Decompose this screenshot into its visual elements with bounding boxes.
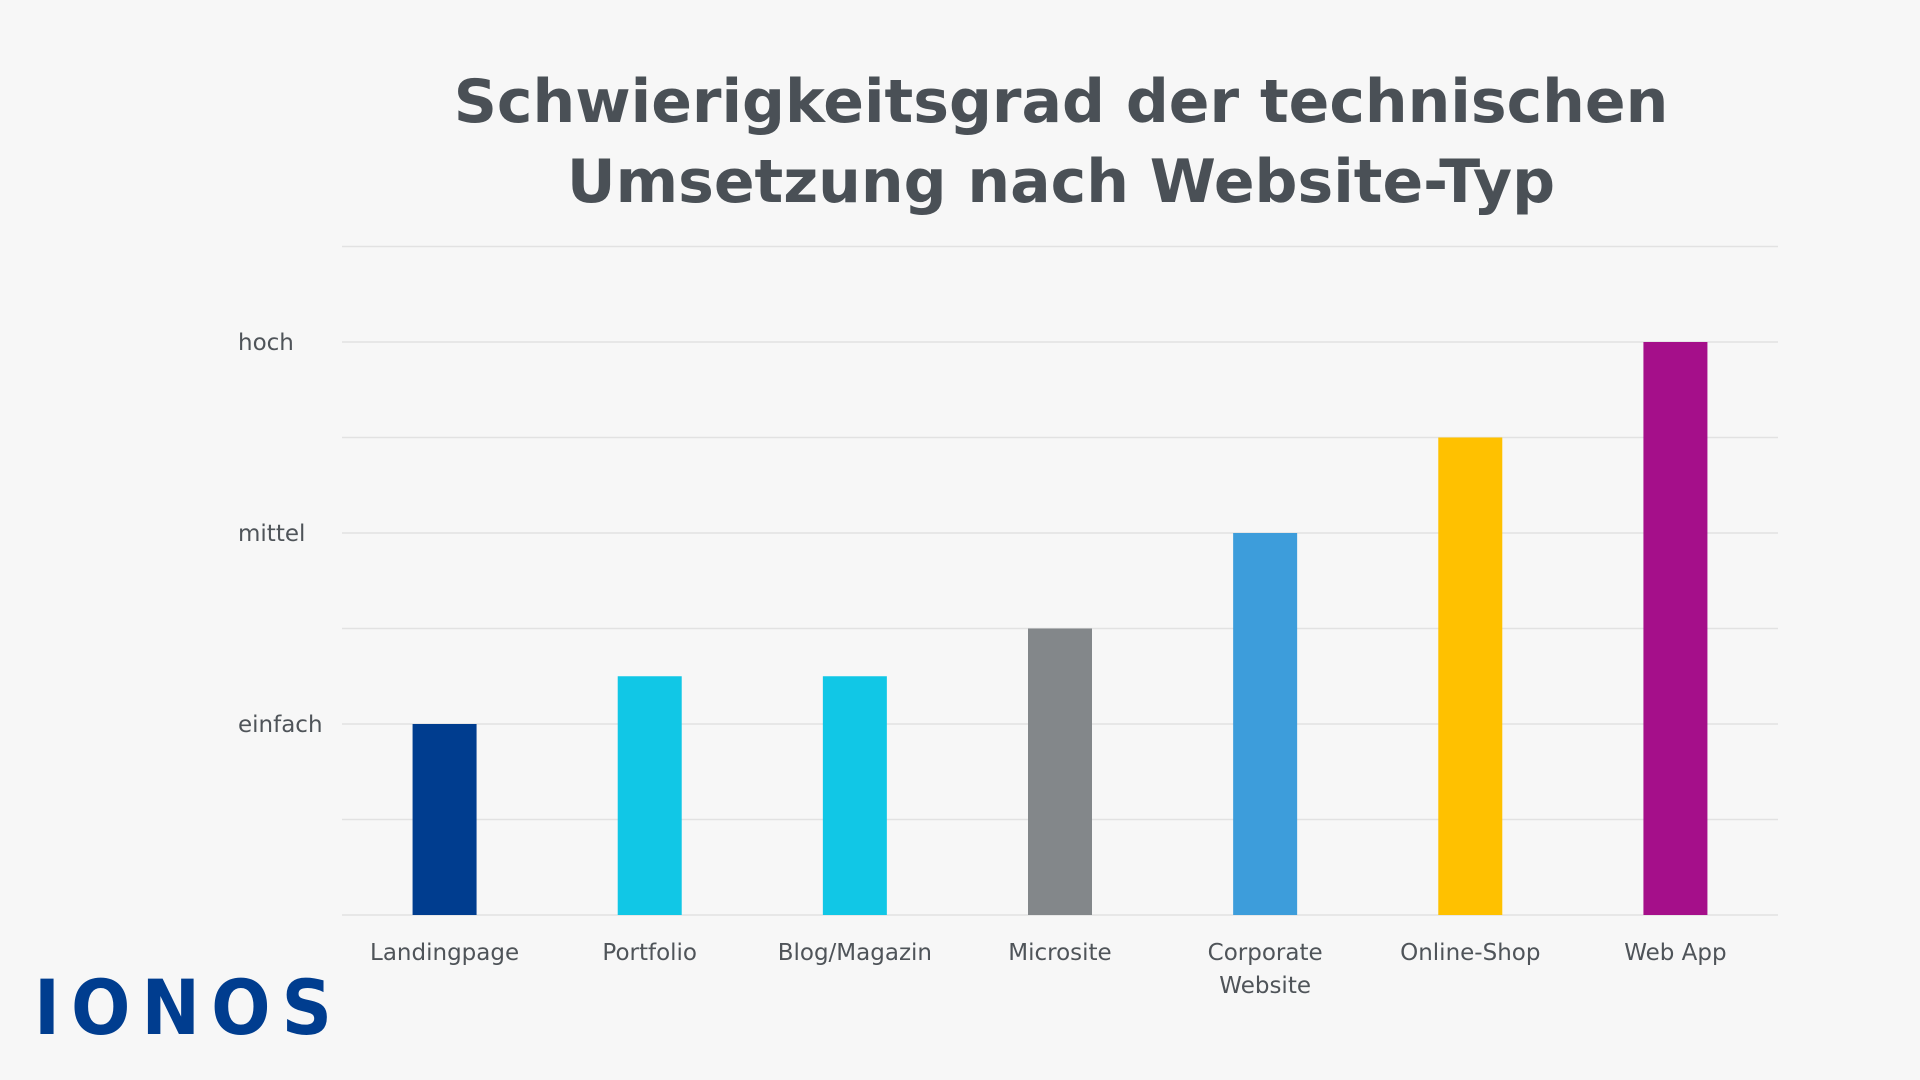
chart-title: Schwierigkeitsgrad der technischen Umset… [0, 0, 1920, 240]
bar [1643, 342, 1708, 915]
y-tick-label: mittel [238, 521, 305, 547]
y-axis-labels: einfach mittel hoch [238, 330, 323, 738]
y-tick-label: hoch [238, 330, 294, 356]
y-tick-label: einfach [238, 712, 323, 738]
x-tick-label: Website [1219, 973, 1311, 999]
x-tick-label: Online-Shop [1400, 940, 1540, 966]
bar [412, 724, 477, 915]
x-tick-label: Blog/Magazin [778, 940, 932, 966]
bar [1233, 533, 1298, 915]
x-tick-label: Portfolio [602, 940, 697, 966]
x-tick-label: Web App [1624, 940, 1726, 966]
x-axis-labels: Landingpage Portfolio Blog/Magazin Microsit… [370, 940, 1727, 999]
x-tick-label: Microsite [1008, 940, 1111, 966]
bar [1028, 628, 1092, 915]
x-tick-label: Landingpage [370, 940, 519, 966]
chart-title-line-1: Schwierigkeitsgrad der technischen [453, 67, 1669, 137]
bar [1438, 437, 1503, 915]
bars [412, 342, 1708, 915]
chart-title-line-2: Umsetzung nach Website-Typ [566, 147, 1556, 217]
x-tick-label: Corporate [1208, 940, 1323, 966]
bar [822, 676, 887, 915]
bar [617, 676, 682, 915]
ionos-logo: IONOS [34, 963, 343, 1052]
